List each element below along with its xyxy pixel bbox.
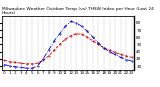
Text: Milwaukee Weather Outdoor Temp (vs) THSW Index per Hour (Last 24 Hours): Milwaukee Weather Outdoor Temp (vs) THSW… <box>2 7 153 15</box>
